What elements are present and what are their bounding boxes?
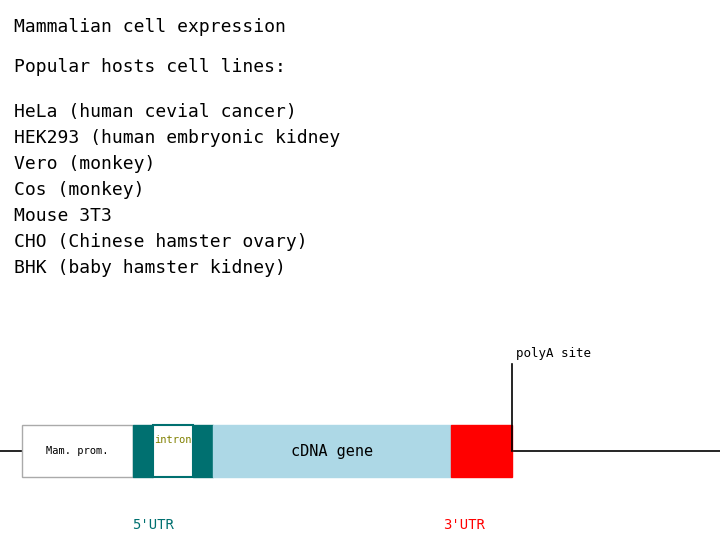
Text: Mammalian cell expression: Mammalian cell expression	[14, 18, 286, 36]
Text: BHK (baby hamster kidney): BHK (baby hamster kidney)	[14, 259, 286, 277]
Text: Mam. prom.: Mam. prom.	[46, 446, 109, 456]
Text: Mouse 3T3: Mouse 3T3	[14, 207, 112, 225]
FancyBboxPatch shape	[22, 426, 133, 477]
Text: intron: intron	[154, 435, 192, 445]
Text: cDNA gene: cDNA gene	[291, 444, 373, 458]
FancyBboxPatch shape	[213, 426, 451, 477]
Text: CHO (Chinese hamster ovary): CHO (Chinese hamster ovary)	[14, 233, 307, 251]
FancyBboxPatch shape	[153, 426, 193, 477]
FancyBboxPatch shape	[451, 426, 512, 477]
FancyBboxPatch shape	[133, 426, 153, 477]
Text: Vero (monkey): Vero (monkey)	[14, 155, 156, 173]
Text: Cos (monkey): Cos (monkey)	[14, 181, 145, 199]
Text: HEK293 (human embryonic kidney: HEK293 (human embryonic kidney	[14, 129, 341, 147]
Text: Popular hosts cell lines:: Popular hosts cell lines:	[14, 58, 286, 76]
Text: 3'UTR: 3'UTR	[444, 518, 485, 532]
Text: polyA site: polyA site	[516, 347, 591, 360]
Text: HeLa (human cevial cancer): HeLa (human cevial cancer)	[14, 103, 297, 121]
FancyBboxPatch shape	[193, 426, 213, 477]
Text: 5'UTR: 5'UTR	[132, 518, 174, 532]
